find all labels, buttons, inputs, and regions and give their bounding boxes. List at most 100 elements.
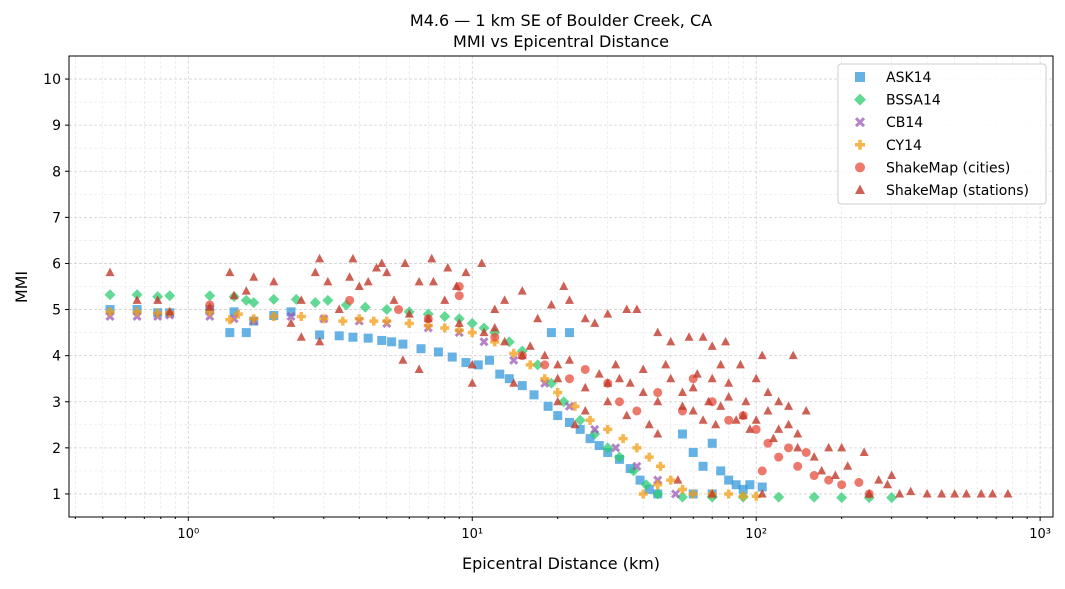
data-point	[580, 364, 590, 374]
data-point	[165, 306, 175, 316]
data-point	[461, 358, 471, 368]
data-point	[205, 302, 215, 311]
data-point	[225, 328, 235, 338]
data-point	[164, 290, 176, 302]
data-point	[808, 491, 820, 503]
data-point	[504, 374, 514, 384]
data-point	[229, 290, 239, 300]
chart-subtitle: MMI vs Epicentral Distance	[453, 32, 669, 51]
data-point	[575, 424, 585, 434]
data-point	[635, 475, 645, 485]
data-point	[533, 313, 543, 323]
chart-title: M4.6 — 1 km SE of Boulder Creek, CA	[410, 11, 712, 30]
data-point	[632, 443, 642, 453]
data-point	[105, 267, 115, 277]
data-point	[895, 488, 905, 498]
data-point	[677, 401, 687, 410]
data-point	[906, 486, 916, 496]
data-point	[793, 461, 803, 471]
data-point	[404, 309, 414, 318]
data-point	[976, 488, 986, 498]
data-point	[454, 325, 464, 335]
data-point	[751, 373, 761, 383]
data-point	[837, 442, 847, 452]
data-point	[153, 295, 163, 304]
data-point	[874, 475, 884, 484]
data-point	[644, 452, 654, 462]
data-point	[517, 381, 527, 391]
data-point	[594, 441, 604, 451]
data-point	[632, 304, 642, 314]
data-point	[653, 429, 663, 438]
data-point	[731, 415, 741, 424]
data-point	[204, 290, 216, 302]
data-point	[704, 396, 714, 406]
data-point	[622, 304, 632, 314]
data-point	[757, 488, 767, 498]
data-point	[768, 433, 778, 443]
y-tick-label: 2	[52, 441, 61, 457]
data-point	[570, 401, 580, 411]
data-points	[104, 253, 1013, 504]
data-point	[580, 313, 590, 323]
data-point	[809, 471, 819, 481]
data-point	[310, 267, 320, 277]
data-point	[784, 443, 794, 453]
data-point	[334, 304, 344, 314]
data-point	[757, 350, 767, 360]
y-axis-label: MMI	[12, 271, 31, 303]
data-point	[570, 419, 580, 429]
legend-label: CB14	[886, 115, 923, 131]
data-point	[467, 378, 477, 387]
data-point	[670, 489, 681, 499]
data-point	[348, 332, 358, 342]
data-point	[490, 304, 500, 314]
data-point	[104, 289, 116, 301]
data-point	[774, 424, 784, 433]
data-point	[793, 442, 803, 452]
data-point	[377, 258, 387, 267]
data-point	[611, 443, 621, 453]
data-point	[371, 263, 381, 272]
data-point	[774, 396, 784, 406]
data-point	[354, 314, 364, 324]
data-point	[229, 307, 239, 317]
data-point	[225, 267, 235, 277]
data-point	[398, 339, 408, 349]
data-point	[454, 318, 464, 327]
data-point	[677, 387, 687, 397]
data-point	[666, 475, 676, 485]
data-point	[692, 369, 702, 378]
data-point	[553, 396, 563, 406]
data-point	[652, 488, 664, 500]
data-point	[666, 373, 676, 383]
data-point	[359, 301, 371, 313]
data-point	[564, 295, 574, 304]
data-point	[105, 307, 115, 317]
data-point	[590, 424, 600, 434]
data-point	[988, 488, 998, 498]
data-point	[269, 276, 279, 286]
data-point	[801, 405, 811, 415]
legend-marker-square-icon	[855, 72, 865, 82]
data-point	[688, 489, 698, 499]
data-point	[479, 327, 489, 337]
data-point	[638, 364, 648, 373]
data-point	[738, 410, 748, 420]
data-point	[517, 286, 527, 295]
data-point	[540, 360, 550, 370]
data-point	[632, 406, 642, 416]
data-point	[241, 328, 251, 338]
legend-label: ASK14	[886, 70, 932, 86]
data-point	[564, 374, 574, 384]
data-point	[622, 410, 632, 420]
data-point	[731, 480, 741, 490]
data-point	[882, 479, 892, 489]
data-point	[363, 333, 373, 343]
data-point	[801, 447, 811, 457]
data-point	[484, 355, 494, 365]
data-point	[461, 267, 471, 277]
data-point	[553, 411, 563, 421]
data-point	[286, 318, 296, 327]
data-point	[466, 317, 478, 329]
